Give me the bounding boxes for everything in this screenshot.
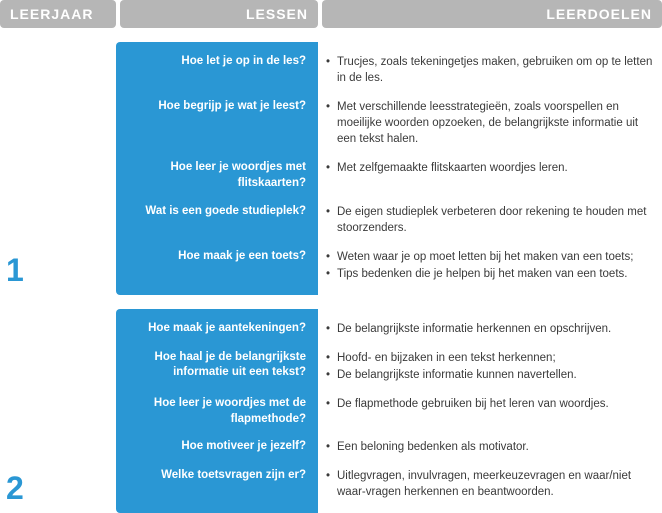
year-block: 1 Hoe let je op in de les? Trucjes, zoals … (0, 42, 662, 295)
header-leerdoelen: LEERDOELEN (322, 0, 662, 28)
goal-list: De belangrijkste informatie herkennen en… (316, 321, 654, 338)
header-lessen: LESSEN (120, 0, 318, 28)
year-number: 1 (6, 252, 24, 289)
goal-list: Trucjes, zoals tekeningetjes maken, gebr… (316, 54, 654, 87)
year-number-col: 2 (0, 309, 116, 513)
year-content: Hoe maak je aantekeningen? De belangrijks… (116, 309, 662, 513)
goal-item: Met verschillende leesstrategieën, zoals… (326, 99, 654, 147)
goal-item: De belangrijkste informatie kunnen naver… (326, 367, 654, 383)
lesson-question: Hoe let je op in de les? (124, 54, 316, 87)
goal-list: De eigen studieplek verbeteren door reke… (316, 204, 654, 237)
lesson-question: Hoe begrijp je wat je leest? (124, 99, 316, 148)
goal-list: Uitlegvragen, invulvragen, meerkeuzevrag… (316, 468, 654, 501)
lesson-goal-row: Hoe begrijp je wat je leest?Met verschil… (124, 99, 654, 148)
goal-item: Tips bedenken die je helpen bij het make… (326, 266, 654, 282)
lesson-goal-row: Welke toetsvragen zijn er? Uitlegvragen, … (124, 468, 654, 501)
year-block: 2 Hoe maak je aantekeningen? De belangrijk… (0, 309, 662, 513)
goal-list: Met zelfgemaakte flitskaarten woordjes l… (316, 160, 654, 191)
lesson-question: Hoe motiveer je jezelf? (124, 439, 316, 456)
header-row: LEERJAAR LESSEN LEERDOELEN (0, 0, 662, 28)
lesson-question: Hoe leer je woordjes met flitskaarten? (124, 160, 316, 191)
lesson-goal-row: Wat is een goede studieplek? De eigen stu… (124, 204, 654, 237)
goal-item: Een beloning bedenken als motivator. (326, 439, 654, 455)
goal-item: De belangrijkste informatie herkennen en… (326, 321, 654, 337)
goal-item: Trucjes, zoals tekeningetjes maken, gebr… (326, 54, 654, 86)
lesson-goal-row: Hoe maak je een toets? Weten waar je op m… (124, 249, 654, 283)
goal-item: De eigen studieplek verbeteren door reke… (326, 204, 654, 236)
goal-list: Hoofd- en bijzaken in een tekst herkenne… (316, 350, 654, 384)
lesson-question: Hoe leer je woordjes met de flapmethode? (124, 396, 316, 427)
pairs-list: Hoe let je op in de les? Trucjes, zoals t… (116, 42, 662, 295)
year-number-col: 1 (0, 42, 116, 295)
goal-list: Weten waar je op moet letten bij het mak… (316, 249, 654, 283)
header-leerjaar: LEERJAAR (0, 0, 116, 28)
lesson-question: Hoe maak je aantekeningen? (124, 321, 316, 338)
lesson-goal-row: Hoe leer je woordjes met flitskaarten? Me… (124, 160, 654, 191)
goal-list: Met verschillende leesstrategieën, zoals… (316, 99, 654, 148)
goal-item: Uitlegvragen, invulvragen, meerkeuzevrag… (326, 468, 654, 500)
goal-item: Met zelfgemaakte flitskaarten woordjes l… (326, 160, 654, 176)
lesson-goal-row: Hoe leer je woordjes met de flapmethode?… (124, 396, 654, 427)
lesson-goal-row: Hoe let je op in de les? Trucjes, zoals t… (124, 54, 654, 87)
goal-item: Weten waar je op moet letten bij het mak… (326, 249, 654, 265)
lesson-goal-row: Hoe haal je de belangrijkste informatie … (124, 350, 654, 384)
goal-item: Hoofd- en bijzaken in een tekst herkenne… (326, 350, 654, 366)
goal-list: De flapmethode gebruiken bij het leren v… (316, 396, 654, 427)
year-content: Hoe let je op in de les? Trucjes, zoals t… (116, 42, 662, 295)
lesson-goal-row: Hoe maak je aantekeningen? De belangrijks… (124, 321, 654, 338)
years-container: 1 Hoe let je op in de les? Trucjes, zoals … (0, 42, 662, 513)
lesson-question: Hoe maak je een toets? (124, 249, 316, 283)
lesson-question: Hoe haal je de belangrijkste informatie … (124, 350, 316, 384)
lesson-question: Wat is een goede studieplek? (124, 204, 316, 237)
goal-list: Een beloning bedenken als motivator. (316, 439, 654, 456)
pairs-list: Hoe maak je aantekeningen? De belangrijks… (116, 309, 662, 513)
goal-item: De flapmethode gebruiken bij het leren v… (326, 396, 654, 412)
lesson-goal-row: Hoe motiveer je jezelf? Een beloning bede… (124, 439, 654, 456)
lesson-question: Welke toetsvragen zijn er? (124, 468, 316, 501)
